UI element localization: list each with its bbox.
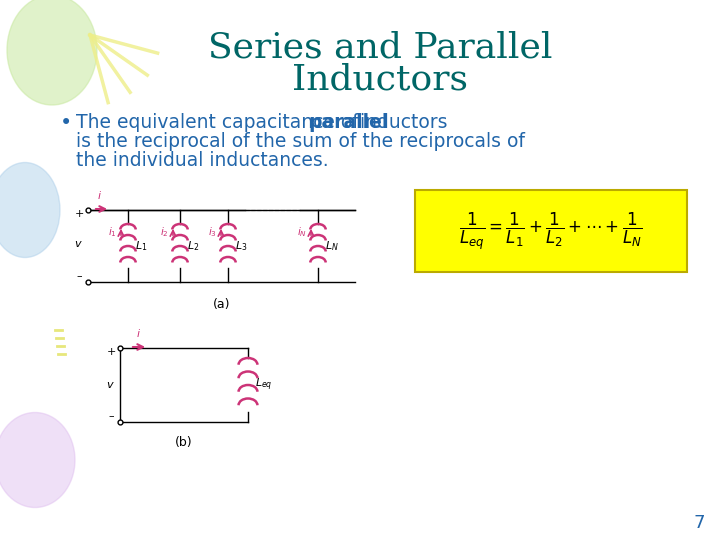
Text: $\dfrac{1}{L_{eq}} = \dfrac{1}{L_1} + \dfrac{1}{L_2} + \cdots + \dfrac{1}{L_N}$: $\dfrac{1}{L_{eq}} = \dfrac{1}{L_1} + \d… bbox=[459, 210, 643, 252]
Text: $i_N$: $i_N$ bbox=[297, 225, 307, 239]
Ellipse shape bbox=[0, 413, 75, 508]
Text: –: – bbox=[108, 411, 114, 421]
Text: –: – bbox=[76, 271, 82, 281]
Ellipse shape bbox=[7, 0, 97, 105]
Text: (b): (b) bbox=[175, 436, 193, 449]
Text: $L_3$: $L_3$ bbox=[235, 239, 248, 253]
Ellipse shape bbox=[0, 163, 60, 258]
Bar bbox=[415, 190, 687, 272]
Text: 7: 7 bbox=[693, 514, 705, 532]
Text: $L_2$: $L_2$ bbox=[187, 239, 199, 253]
Text: $v$: $v$ bbox=[106, 380, 114, 390]
Text: is the reciprocal of the sum of the reciprocals of: is the reciprocal of the sum of the reci… bbox=[76, 132, 525, 151]
Text: $i_2$: $i_2$ bbox=[160, 225, 168, 239]
Text: (a): (a) bbox=[212, 298, 230, 311]
Text: Series and Parallel: Series and Parallel bbox=[208, 31, 552, 65]
Text: parallel: parallel bbox=[308, 113, 388, 132]
Text: $i$: $i$ bbox=[137, 327, 142, 339]
Text: the individual inductances.: the individual inductances. bbox=[76, 151, 328, 170]
Text: $L_{eq}$: $L_{eq}$ bbox=[255, 377, 273, 393]
Text: The equivalent capacitance of: The equivalent capacitance of bbox=[76, 113, 365, 132]
Text: +: + bbox=[74, 209, 84, 219]
Text: +: + bbox=[107, 347, 116, 357]
Text: Inductors: Inductors bbox=[292, 63, 468, 97]
Text: $L_1$: $L_1$ bbox=[135, 239, 148, 253]
Text: $i$: $i$ bbox=[97, 189, 102, 201]
Text: $i_1$: $i_1$ bbox=[107, 225, 117, 239]
Text: $L_N$: $L_N$ bbox=[325, 239, 339, 253]
Text: •: • bbox=[60, 113, 72, 133]
Text: $i_3$: $i_3$ bbox=[207, 225, 217, 239]
Text: $v$: $v$ bbox=[73, 239, 82, 249]
Text: inductors: inductors bbox=[354, 113, 448, 132]
